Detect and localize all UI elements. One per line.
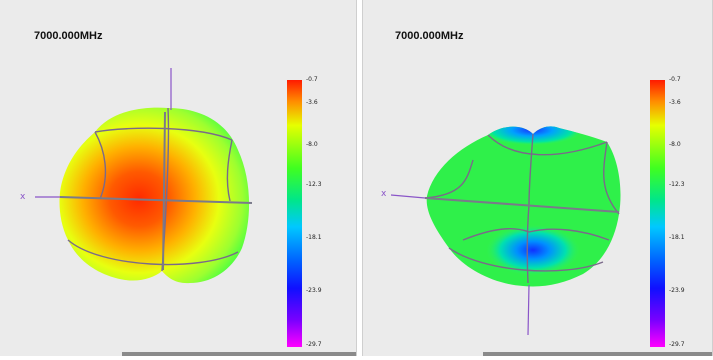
colorbar-tick: -3.6 bbox=[669, 99, 681, 106]
null-region-top bbox=[463, 126, 607, 170]
x-axis-line-outer bbox=[390, 194, 426, 199]
colorbar-tick: -12.3 bbox=[669, 181, 685, 188]
colorbar-tick: -12.3 bbox=[306, 181, 322, 188]
scroll-strip bbox=[122, 352, 356, 356]
colorbar-tick: -3.6 bbox=[306, 99, 318, 106]
pattern-surface bbox=[59, 107, 250, 284]
radiation-pattern-3d-left[interactable]: x bbox=[0, 0, 357, 356]
scroll-strip bbox=[483, 352, 712, 356]
colorbar-tick: -29.7 bbox=[669, 341, 685, 348]
colorbar-tick: -0.7 bbox=[669, 76, 681, 83]
colorbar-tick: -18.1 bbox=[306, 234, 322, 241]
mesh-lines bbox=[424, 133, 620, 284]
colorbar-tick: -23.9 bbox=[306, 287, 322, 294]
colorbar-tick: -0.7 bbox=[306, 76, 318, 83]
colorbar-right: -0.7 -3.6 -8.0 -12.3 -18.1 -23.9 -29.7 bbox=[650, 76, 685, 348]
y-axis-line bbox=[162, 111, 166, 271]
pattern-view-right[interactable]: 7000.000MHz bbox=[362, 0, 713, 356]
frequency-label: 7000.000MHz bbox=[395, 30, 464, 42]
colorbar-tick: -23.9 bbox=[669, 287, 685, 294]
x-axis-line bbox=[59, 196, 253, 204]
colorbar-tick: -29.7 bbox=[306, 341, 322, 348]
frequency-label: 7000.000MHz bbox=[34, 30, 103, 42]
colorbar-tick: -18.1 bbox=[669, 234, 685, 241]
pattern-view-left[interactable]: 7000.000MHz x -0.7 -3.6 - bbox=[0, 0, 357, 356]
radiation-pattern-3d-right[interactable]: x bbox=[363, 0, 713, 356]
colorbar-tick: -8.0 bbox=[669, 141, 681, 148]
z-axis-line bbox=[527, 284, 530, 336]
x-axis-label: x bbox=[381, 189, 387, 199]
colorbar-left: -0.7 -3.6 -8.0 -12.3 -18.1 -23.9 -29.7 bbox=[287, 76, 322, 348]
colorbar-tick: -8.0 bbox=[306, 141, 318, 148]
x-axis-line bbox=[424, 197, 620, 213]
x-axis-label: x bbox=[20, 192, 26, 202]
null-region-bottom bbox=[455, 198, 611, 282]
